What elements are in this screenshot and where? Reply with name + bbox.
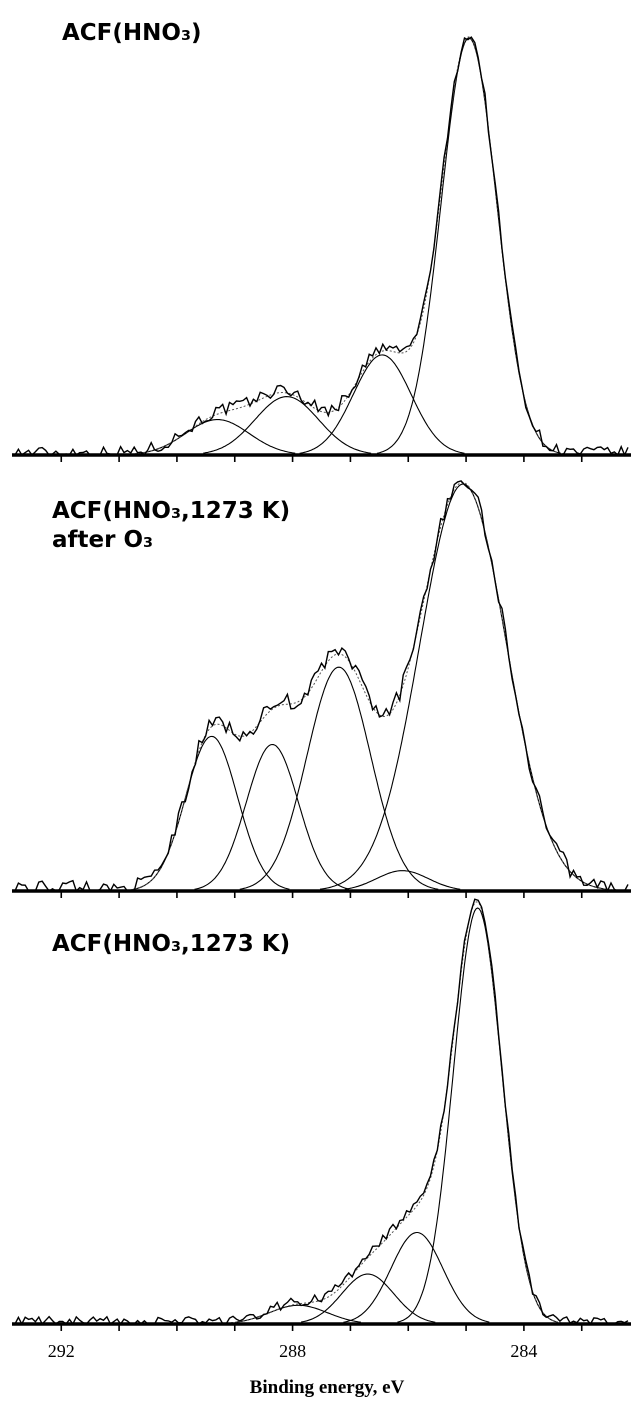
panel-top-peak-2 [299, 354, 465, 454]
panel-top-fit-envelope [15, 36, 628, 456]
panel-top: ACF(HNO₃) [12, 20, 631, 462]
panel-top-peak-3 [203, 396, 372, 454]
panel-middle-peak-3 [239, 666, 439, 890]
x-tick-label-288: 288 [279, 1341, 306, 1361]
panel-bottom-measured-spectrum [14, 898, 629, 1326]
panel-bottom-peak-1 [397, 907, 559, 1323]
panel-middle-peak-2 [344, 870, 461, 890]
panel-top-peak-4 [139, 419, 296, 454]
panel-middle-peak-5 [133, 735, 290, 890]
panel-top-measured-spectrum [14, 36, 629, 457]
panel-middle-peak-1 [319, 483, 607, 890]
panel-bottom-title: ACF(HNO₃,1273 K) [52, 931, 290, 957]
panel-middle-measured-spectrum [14, 480, 629, 893]
panel-bottom-peak-2 [343, 1231, 490, 1323]
panel-top-peak-1 [376, 37, 562, 454]
x-tick-label-284: 284 [510, 1341, 537, 1361]
x-axis-title: Binding energy, eV [250, 1377, 405, 1398]
panel-middle-peak-4 [194, 743, 350, 890]
panel-bottom-fit-envelope [15, 901, 628, 1325]
panel-bottom-peak-3 [300, 1273, 436, 1323]
panel-bottom: ACF(HNO₃,1273 K) 292 288 284 [12, 898, 631, 1361]
panel-middle: ACF(HNO₃,1273 K) after O₃ [12, 480, 631, 898]
panel-top-title: ACF(HNO₃) [62, 20, 202, 46]
panel-middle-subtitle: after O₃ [52, 527, 153, 553]
panel-middle-title: ACF(HNO₃,1273 K) [52, 498, 290, 524]
panel-bottom-peak-4 [235, 1304, 361, 1323]
x-tick-label-292: 292 [48, 1341, 75, 1361]
